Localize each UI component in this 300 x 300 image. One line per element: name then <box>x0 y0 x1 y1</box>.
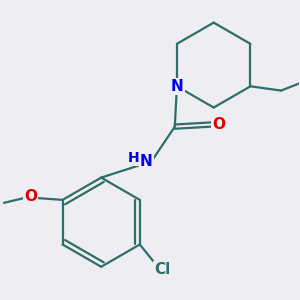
Text: O: O <box>212 117 225 132</box>
Text: Cl: Cl <box>154 262 171 278</box>
Text: O: O <box>24 189 37 204</box>
Text: H: H <box>128 151 140 165</box>
Text: N: N <box>170 79 183 94</box>
Text: N: N <box>140 154 153 169</box>
